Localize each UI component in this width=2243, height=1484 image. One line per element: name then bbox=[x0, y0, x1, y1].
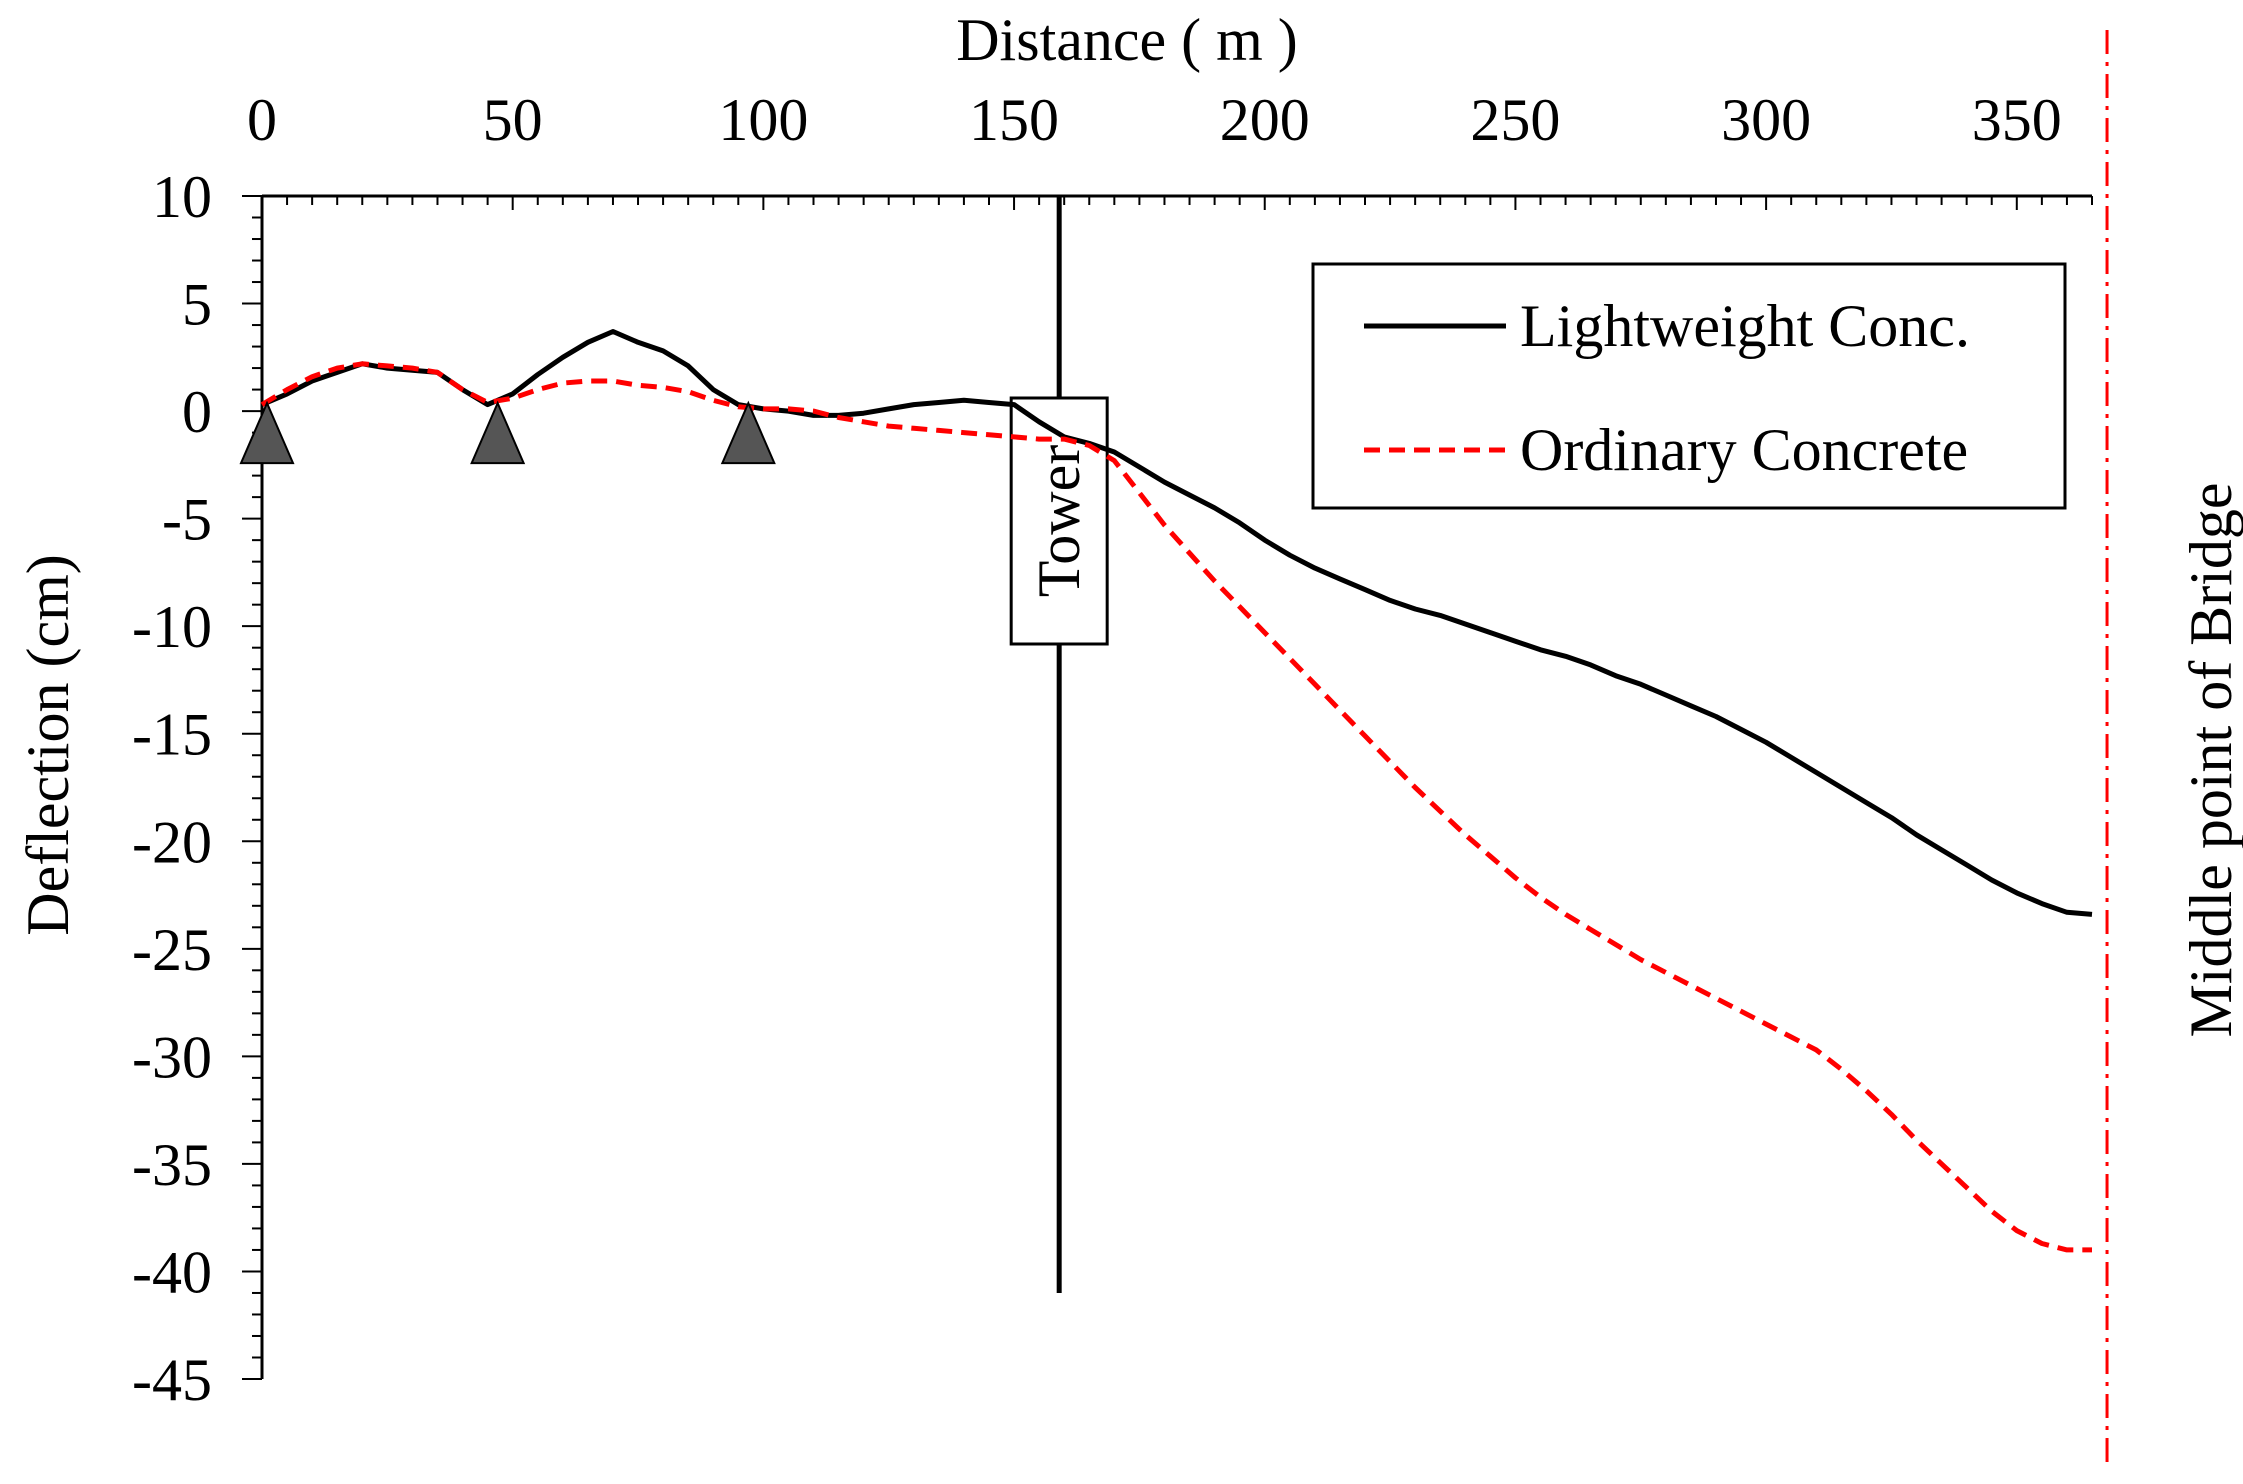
y-tick-label: -40 bbox=[132, 1239, 212, 1305]
midpoint-label: Middle point of Bridge bbox=[2178, 483, 2243, 1038]
y-tick-label: -5 bbox=[162, 487, 212, 553]
y-tick-label: 10 bbox=[152, 164, 212, 230]
x-axis-ticks bbox=[261, 196, 2093, 210]
support-triangle-icon bbox=[720, 400, 776, 465]
x-tick-label: 50 bbox=[483, 87, 543, 153]
supports-group bbox=[239, 400, 776, 465]
y-tick-label: -35 bbox=[132, 1132, 212, 1198]
x-tick-label: 150 bbox=[969, 87, 1059, 153]
legend-box bbox=[1311, 262, 2067, 510]
y-axis-ticks bbox=[242, 195, 262, 1380]
series-group bbox=[260, 329, 2093, 1253]
tower-label: Tower bbox=[1026, 445, 1092, 597]
y-tick-label: 5 bbox=[182, 272, 212, 338]
y-axis-tick-labels: 10 5 0 -5 -10 -15 -20 -25 -30 -35 -40 -45 bbox=[132, 164, 212, 1413]
tower-label-box bbox=[1009, 396, 1109, 646]
legend-label-lightweight: Lightweight Conc. bbox=[1520, 293, 1970, 359]
y-tick-label: -45 bbox=[132, 1347, 212, 1413]
series-line-0 bbox=[261, 329, 2093, 917]
legend-label-ordinary: Ordinary Concrete bbox=[1520, 417, 1968, 483]
x-tick-label: 0 bbox=[247, 87, 277, 153]
y-tick-label: -25 bbox=[132, 917, 212, 983]
y-tick-label: -20 bbox=[132, 809, 212, 875]
y-axis-title: Deflection (cm) bbox=[15, 554, 81, 935]
x-axis-tick-labels: 0 50 100 150 200 250 300 350 bbox=[247, 87, 2062, 153]
x-tick-label: 200 bbox=[1220, 87, 1310, 153]
x-tick-label: 100 bbox=[718, 87, 808, 153]
x-axis-title: Distance ( m ) bbox=[956, 7, 1298, 73]
y-tick-label: -30 bbox=[132, 1024, 212, 1090]
legend: Lightweight Conc. Ordinary Concrete bbox=[1311, 262, 2067, 510]
y-tick-label: -15 bbox=[132, 702, 212, 768]
y-tick-label: 0 bbox=[182, 379, 212, 445]
x-tick-label: 300 bbox=[1721, 87, 1811, 153]
x-tick-label: 250 bbox=[1470, 87, 1560, 153]
series-line-1 bbox=[260, 361, 2092, 1253]
support-triangle-icon bbox=[239, 400, 295, 465]
y-tick-label: -10 bbox=[132, 594, 212, 660]
x-tick-label: 350 bbox=[1972, 87, 2062, 153]
support-triangle-icon bbox=[470, 400, 526, 465]
